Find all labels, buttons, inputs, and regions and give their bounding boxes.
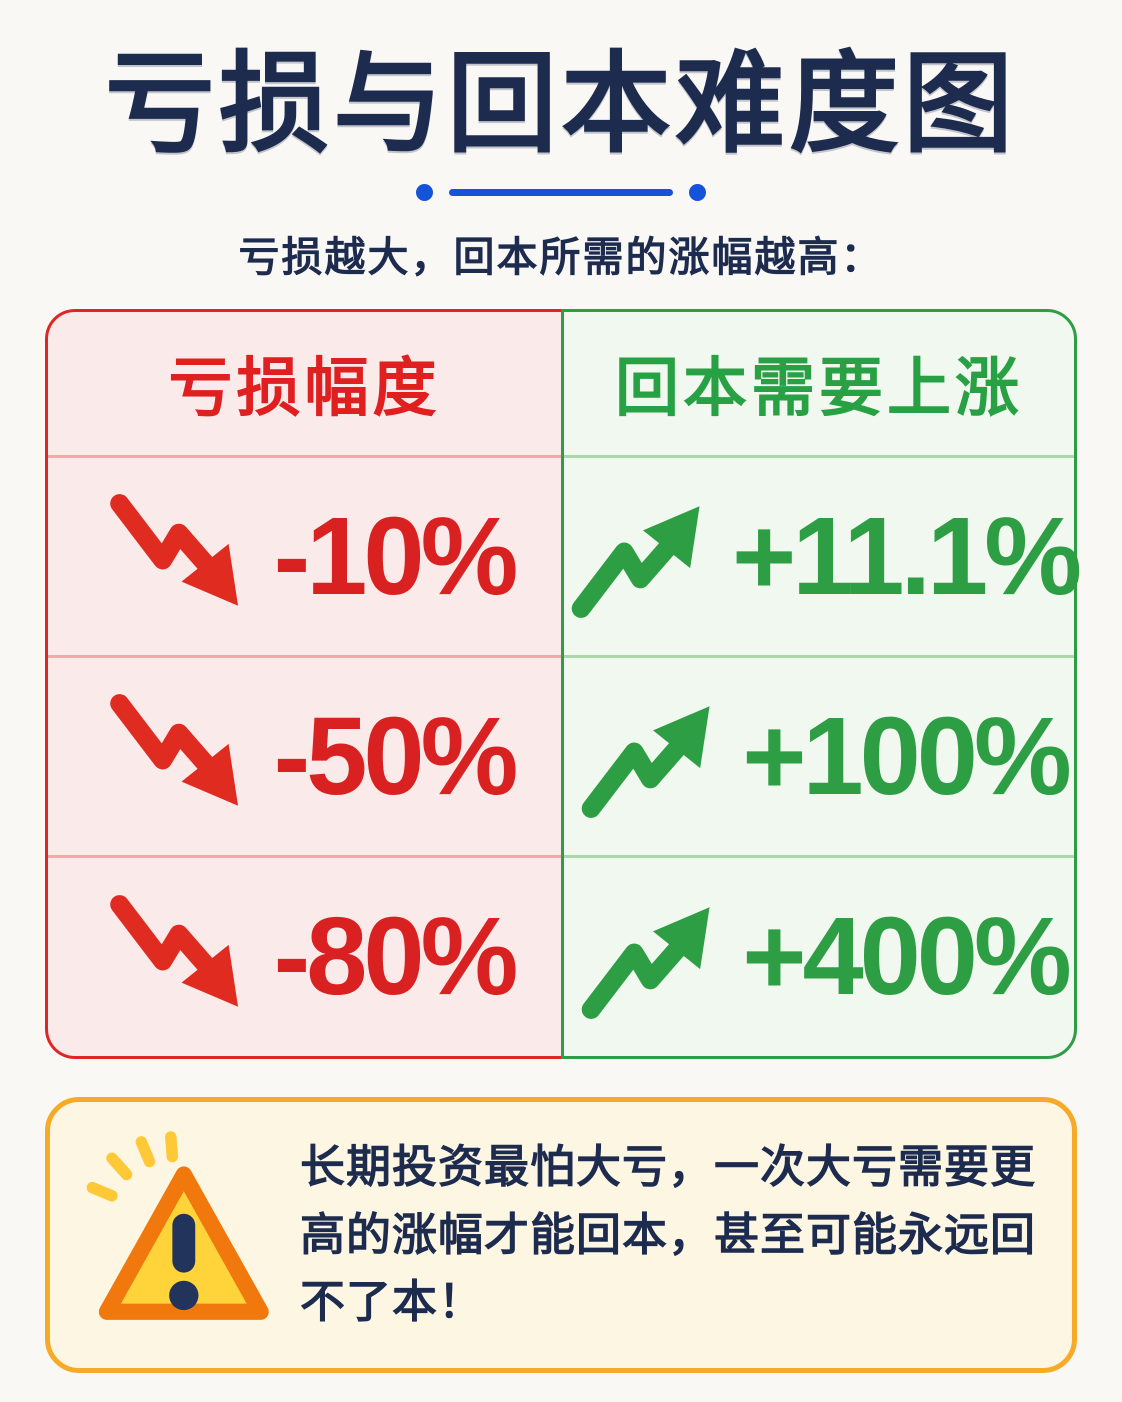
trend-up-arrow-icon [581,907,710,1019]
gain-value: +100% [742,694,1072,818]
trend-down-arrow-icon [109,494,238,606]
table-row: +11.1% [564,454,1082,655]
loss-value: -80% [273,895,519,1019]
table-row: -80% [48,855,561,1055]
loss-column-header: 亏损幅度 [168,352,441,424]
title-divider [391,183,731,201]
trend-up-arrow-icon [571,506,700,619]
loss-column: 亏损幅度 -10% -50% -80 [45,308,561,1059]
divider-line [449,188,673,196]
gain-column: 回本需要上涨 +11.1% +100% [561,308,1082,1059]
table-row: -10% [48,454,561,655]
trend-down-arrow-icon [109,894,238,1007]
divider-dot-right [689,183,706,201]
divider-dot-left [416,183,433,201]
subtitle: 亏损越大，回本所需的涨幅越高： [238,233,884,280]
trend-down-arrow-icon [109,694,238,807]
table-row: +400% [564,855,1074,1055]
gain-value: +11.1% [731,494,1082,618]
trend-up-arrow-icon [581,706,710,819]
loss-value: -50% [273,694,519,818]
gain-value: +400% [742,895,1072,1019]
page-title: 亏损与回本难度图 [105,43,1017,166]
loss-recovery-table: 亏损幅度 -10% -50% -80 [45,308,1082,1059]
loss-value: -10% [273,494,519,618]
warning-text: 长期投资最怕大亏，一次大亏需要更高的涨幅才能回本，甚至可能永远回不了本！ [300,1141,1037,1328]
warning-triangle-icon [86,1130,269,1320]
table-row: +100% [564,654,1074,855]
table-row: -50% [48,654,561,855]
gain-column-header: 回本需要上涨 [615,352,1023,424]
warning-box: 长期投资最怕大亏，一次大亏需要更高的涨幅才能回本，甚至可能永远回不了本！ [45,1096,1077,1373]
